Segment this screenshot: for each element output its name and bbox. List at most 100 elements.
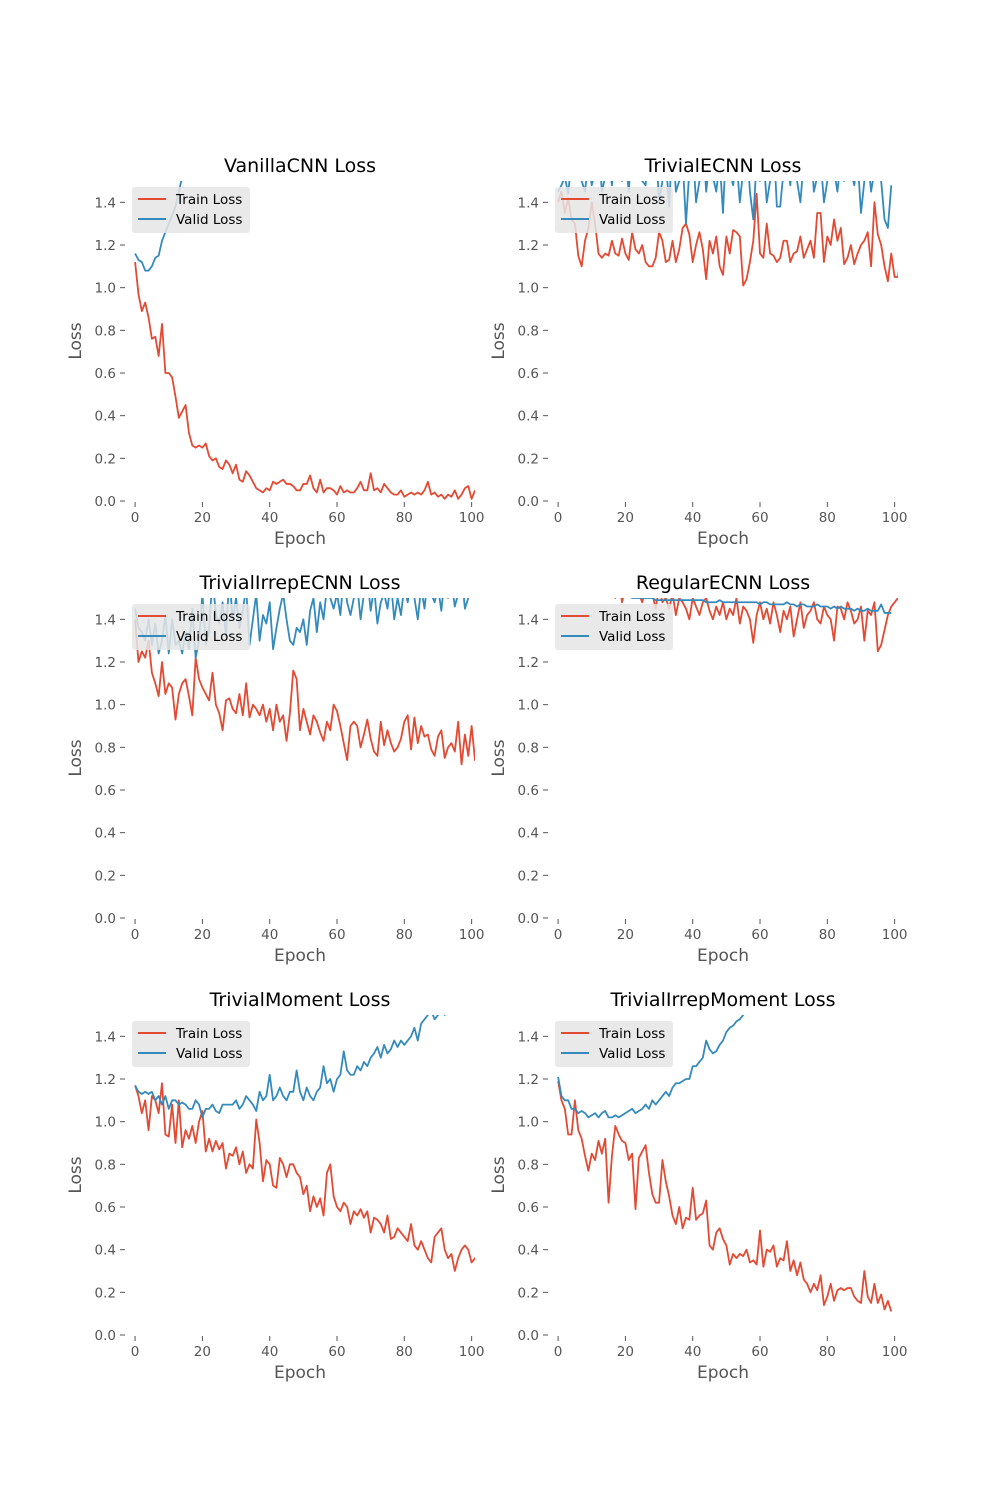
x-tick-label: 20 bbox=[194, 1344, 211, 1360]
legend: Train Loss Valid Loss bbox=[132, 604, 250, 650]
y-tick-label: 0.8 bbox=[95, 740, 116, 756]
x-tick-label: 100 bbox=[459, 510, 485, 526]
chart-title: TrivialIrrepECNN Loss bbox=[199, 572, 401, 594]
legend-entry: Train Loss bbox=[598, 192, 665, 208]
chart-title: VanillaCNN Loss bbox=[224, 155, 376, 177]
y-tick-label: 1.0 bbox=[518, 698, 539, 714]
x-tick-label: 40 bbox=[684, 510, 701, 526]
chart-title: TrivialMoment Loss bbox=[209, 989, 391, 1011]
legend-entry: Valid Loss bbox=[599, 1046, 665, 1062]
y-tick-label: 1.4 bbox=[518, 195, 539, 211]
y-tick-label: 1.2 bbox=[518, 238, 539, 254]
x-tick-label: 40 bbox=[684, 1344, 701, 1360]
legend-entry: Train Loss bbox=[175, 609, 242, 625]
y-tick-label: 0.0 bbox=[518, 1328, 539, 1344]
y-tick-label: 0.0 bbox=[95, 911, 116, 927]
y-axis-label: Loss bbox=[489, 739, 509, 776]
chart-title: RegularECNN Loss bbox=[636, 572, 810, 594]
x-tick-label: 40 bbox=[684, 927, 701, 943]
legend: Train Loss Valid Loss bbox=[555, 1021, 673, 1067]
x-tick-label: 80 bbox=[819, 510, 836, 526]
legend-entry: Train Loss bbox=[598, 609, 665, 625]
y-tick-label: 0.0 bbox=[95, 494, 116, 510]
y-tick-label: 0.4 bbox=[518, 409, 539, 425]
y-tick-label: 0.6 bbox=[95, 366, 116, 382]
y-tick-label: 1.0 bbox=[95, 1115, 116, 1131]
y-tick-label: 1.2 bbox=[518, 1072, 539, 1088]
train-loss-line bbox=[134, 619, 475, 766]
chart-panel: TrivialIrrepMoment Loss 0.0 0.2 0.4 0.6 0.8 1.… bbox=[489, 989, 908, 1383]
y-axis-label: Loss bbox=[66, 739, 86, 776]
y-tick-label: 1.4 bbox=[95, 612, 116, 628]
x-tick-label: 100 bbox=[459, 1344, 485, 1360]
x-tick-label: 100 bbox=[882, 1344, 908, 1360]
valid-loss-line bbox=[630, 598, 892, 614]
x-tick-label: 80 bbox=[819, 927, 836, 943]
y-tick-label: 0.4 bbox=[518, 826, 539, 842]
x-tick-label: 20 bbox=[617, 927, 634, 943]
legend-entry: Train Loss bbox=[175, 1026, 242, 1042]
y-tick-label: 0.6 bbox=[518, 783, 539, 799]
y-tick-label: 0.0 bbox=[95, 1328, 116, 1344]
x-tick-label: 60 bbox=[751, 510, 768, 526]
valid-loss-line bbox=[134, 1015, 446, 1119]
chart-panel: TrivialIrrepECNN Loss 0.0 0.2 0.4 0.6 0.8 1.0 1… bbox=[66, 572, 485, 966]
y-tick-label: 1.4 bbox=[518, 612, 539, 628]
y-tick-label: 1.0 bbox=[518, 1115, 539, 1131]
train-loss-line bbox=[614, 598, 898, 653]
x-tick-label: 100 bbox=[882, 927, 908, 943]
y-tick-label: 0.8 bbox=[518, 1157, 539, 1173]
y-tick-label: 1.0 bbox=[95, 281, 116, 297]
valid-loss-line bbox=[557, 1015, 745, 1119]
y-tick-label: 1.4 bbox=[95, 1029, 116, 1045]
legend-entry: Valid Loss bbox=[176, 629, 242, 645]
y-tick-label: 0.2 bbox=[518, 868, 539, 884]
y-tick-label: 1.0 bbox=[518, 281, 539, 297]
y-axis-label: Loss bbox=[66, 1156, 86, 1193]
x-tick-label: 0 bbox=[131, 510, 140, 526]
chart-panel: TrivialMoment Loss 0.0 0.2 0.4 0.6 0.8 1.0 1.2 1… bbox=[66, 989, 485, 1383]
y-tick-label: 0.2 bbox=[518, 1285, 539, 1301]
y-tick-label: 0.6 bbox=[95, 783, 116, 799]
y-tick-label: 0.8 bbox=[518, 323, 539, 339]
x-axis-label: Epoch bbox=[697, 946, 749, 966]
y-tick-label: 0.4 bbox=[95, 1243, 116, 1259]
y-tick-label: 0.4 bbox=[95, 409, 116, 425]
chart-panel: TrivialECNN Loss 0.0 0.2 0.4 0.6 0.8 1.0 1.2 1.4… bbox=[489, 155, 908, 549]
y-tick-label: 1.2 bbox=[95, 655, 116, 671]
legend: Train Loss Valid Loss bbox=[555, 187, 673, 233]
y-tick-label: 0.4 bbox=[518, 1243, 539, 1259]
y-tick-label: 0.0 bbox=[518, 911, 539, 927]
x-tick-label: 0 bbox=[554, 1344, 563, 1360]
x-tick-label: 20 bbox=[617, 510, 634, 526]
y-tick-label: 0.6 bbox=[518, 1200, 539, 1216]
y-axis-label: Loss bbox=[489, 322, 509, 359]
x-tick-label: 20 bbox=[194, 927, 211, 943]
y-tick-label: 0.6 bbox=[518, 366, 539, 382]
legend-entry: Valid Loss bbox=[599, 629, 665, 645]
x-axis-label: Epoch bbox=[274, 946, 326, 966]
y-tick-label: 0.2 bbox=[95, 868, 116, 884]
x-tick-label: 100 bbox=[459, 927, 485, 943]
y-tick-label: 0.0 bbox=[518, 494, 539, 510]
legend: Train Loss Valid Loss bbox=[555, 604, 673, 650]
y-tick-label: 1.2 bbox=[95, 1072, 116, 1088]
x-tick-label: 80 bbox=[396, 510, 413, 526]
x-axis-label: Epoch bbox=[274, 529, 326, 549]
x-tick-label: 40 bbox=[261, 510, 278, 526]
x-tick-label: 100 bbox=[882, 510, 908, 526]
x-tick-label: 40 bbox=[261, 1344, 278, 1360]
x-tick-label: 60 bbox=[328, 1344, 345, 1360]
x-tick-label: 0 bbox=[131, 1344, 140, 1360]
y-tick-label: 0.8 bbox=[95, 323, 116, 339]
x-axis-label: Epoch bbox=[697, 529, 749, 549]
x-tick-label: 20 bbox=[194, 510, 211, 526]
x-tick-label: 60 bbox=[751, 1344, 768, 1360]
chart-panel: VanillaCNN Loss 0.0 0.2 0.4 0.6 0.8 1.0 1.2 1.4 0… bbox=[66, 155, 485, 549]
y-tick-label: 1.2 bbox=[95, 238, 116, 254]
y-tick-label: 1.0 bbox=[95, 698, 116, 714]
x-tick-label: 60 bbox=[328, 927, 345, 943]
y-tick-label: 0.8 bbox=[518, 740, 539, 756]
chart-title: TrivialECNN Loss bbox=[644, 155, 802, 177]
